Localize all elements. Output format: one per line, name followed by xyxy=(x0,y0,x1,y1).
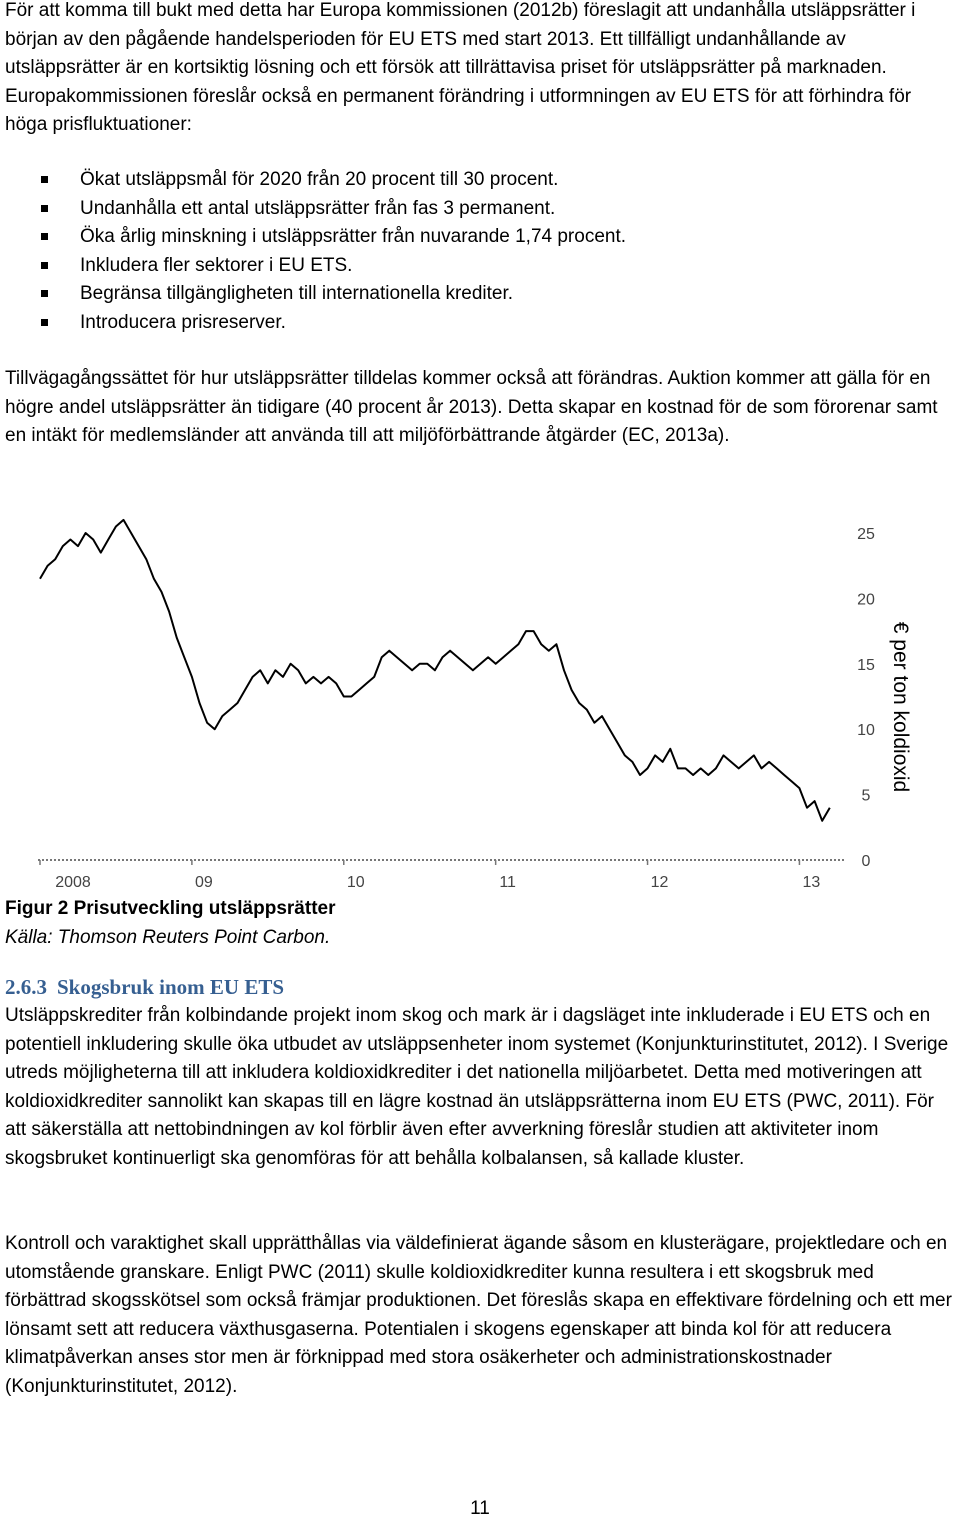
list-item-text: Undanhålla ett antal utsläppsrätter från… xyxy=(80,197,556,219)
page-number: 11 xyxy=(470,1498,490,1519)
list-item-text: Introducera prisreserver. xyxy=(80,311,286,333)
y-tick-label: 5 xyxy=(862,788,871,805)
y-tick-label: 15 xyxy=(857,657,875,674)
x-tick-label: 2008 xyxy=(55,874,91,891)
x-tick-label: 13 xyxy=(803,874,821,891)
x-tick-label: 11 xyxy=(499,874,516,891)
forestry-paragraph: Utsläppskrediter från kolbindande projek… xyxy=(5,1005,949,1169)
list-item-text: Ökat utsläppsmål för 2020 från 20 procen… xyxy=(80,169,559,190)
list-item: Undanhålla ett antal utsläppsrätter från… xyxy=(40,195,626,224)
list-item: Ökat utsläppsmål för 2020 från 20 procen… xyxy=(40,166,626,195)
intro-paragraph: För att komma till bukt med detta har Eu… xyxy=(5,0,916,136)
y-tick-label: 10 xyxy=(857,722,875,739)
list-item-text: Öka årlig minskning i utsläppsrätter frå… xyxy=(80,226,627,248)
x-tick-label: 10 xyxy=(347,874,365,891)
x-tick-label: 09 xyxy=(195,874,213,891)
square-bullet-icon xyxy=(41,233,48,241)
list-item: Begränsa tillgängligheten till internati… xyxy=(40,280,626,309)
auction-paragraph: Tillvägagångssättet för hur utsläppsrätt… xyxy=(5,368,938,447)
list-item: Öka årlig minskning i utsläppsrätter frå… xyxy=(40,223,626,252)
figure-caption-title: Figur 2 Prisutveckling utsläppsrätter xyxy=(5,898,336,919)
list-item: Introducera prisreserver. xyxy=(40,309,626,338)
x-tick-label: 12 xyxy=(651,874,669,891)
section-title: Skogsbruk inom EU ETS xyxy=(57,975,285,999)
control-paragraph: Kontroll och varaktighet skall upprätthå… xyxy=(5,1233,952,1397)
list-item: Inkludera fler sektorer i EU ETS. xyxy=(40,252,626,281)
section-heading: 2.6.3 Skogsbruk inom EU ETS xyxy=(5,975,284,1000)
y-axis-label: € per ton koldioxid xyxy=(889,622,912,792)
list-item-text: Begränsa tillgängligheten till internati… xyxy=(80,283,514,305)
square-bullet-icon xyxy=(41,204,48,212)
proposal-list: Ökat utsläppsmål för 2020 från 20 procen… xyxy=(40,166,626,338)
square-bullet-icon xyxy=(41,176,48,183)
section-number: 2.6.3 xyxy=(5,975,47,999)
figure-caption-source: Källa: Thomson Reuters Point Carbon. xyxy=(5,927,331,948)
price-chart: 0 5 10 15 20 25 2008 09 10 11 12 13 € per ton koldio… xyxy=(38,518,912,891)
price-series-line xyxy=(39,518,831,822)
y-tick-label: 0 xyxy=(862,853,871,870)
y-tick-label: 25 xyxy=(857,526,875,543)
square-bullet-icon xyxy=(41,261,48,269)
list-item-text: Inkludera fler sektorer i EU ETS. xyxy=(80,254,353,276)
y-tick-label: 20 xyxy=(857,591,875,608)
square-bullet-icon xyxy=(41,290,48,298)
square-bullet-icon xyxy=(41,318,48,326)
